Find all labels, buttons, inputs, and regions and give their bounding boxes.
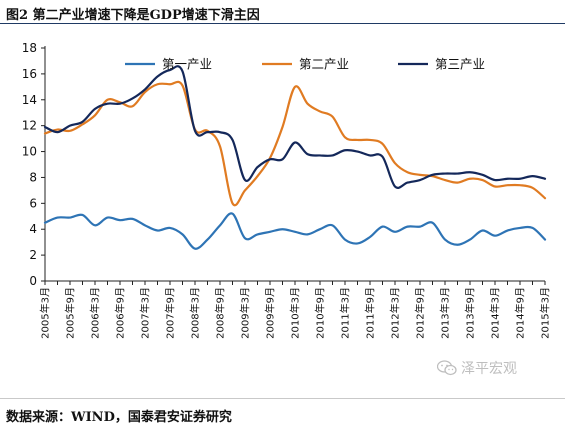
x-tick-label: 2006年9月 xyxy=(114,287,127,339)
x-tick-label: 2011年3月 xyxy=(339,287,352,339)
x-tick-label: 2010年9月 xyxy=(314,287,327,339)
source-divider xyxy=(0,398,565,399)
x-tick-label: 2009年9月 xyxy=(264,287,277,339)
chart-axes xyxy=(44,46,545,282)
x-tick-label: 2007年9月 xyxy=(164,287,177,339)
legend-label-2: 第二产业 xyxy=(299,57,349,72)
x-tick-label: 2009年3月 xyxy=(239,287,252,339)
x-tick-label: 2013年3月 xyxy=(439,287,452,339)
x-tick-label: 2008年9月 xyxy=(214,287,227,339)
y-axis-ticks: 0 2 4 6 8 10 12 14 16 18 xyxy=(22,41,45,288)
y-tick-label: 4 xyxy=(29,222,37,236)
figure-title: 图2 第二产业增速下降是GDP增速下滑主因 xyxy=(6,8,260,23)
watermark-text: 泽平宏观 xyxy=(461,361,517,377)
x-tick-label: 2014年3月 xyxy=(489,287,502,339)
series-line-3 xyxy=(43,65,547,189)
y-tick-label: 14 xyxy=(22,93,37,107)
x-tick-label: 2005年9月 xyxy=(64,287,77,339)
title-underline xyxy=(0,23,565,24)
legend-label-1: 第一产业 xyxy=(162,57,212,72)
x-tick-label: 2012年9月 xyxy=(414,287,427,339)
x-tick-label: 2010年3月 xyxy=(289,287,302,339)
y-tick-label: 0 xyxy=(29,274,37,288)
legend-label-3: 第三产业 xyxy=(435,57,485,72)
series-line-2 xyxy=(43,80,547,207)
y-tick-label: 6 xyxy=(29,196,37,210)
x-tick-label: 2012年3月 xyxy=(389,287,402,339)
data-source-note: 数据来源：WIND，国泰君安证券研究 xyxy=(6,410,232,425)
y-tick-label: 2 xyxy=(29,248,37,262)
x-tick-label: 2006年3月 xyxy=(89,287,102,339)
chart-legend: 第一产业 第二产业 第三产业 xyxy=(125,57,485,72)
x-tick-label: 2008年3月 xyxy=(189,287,202,339)
y-tick-label: 10 xyxy=(22,145,37,159)
x-tick-label: 2014年9月 xyxy=(514,287,527,339)
watermark: 泽平宏观 xyxy=(437,358,517,378)
x-tick-label: 2005年3月 xyxy=(39,287,52,339)
wechat-icon xyxy=(437,360,457,376)
x-axis-ticks: 2005年3月 2005年9月 2006年3月 2006年9月 2007年3月 2007年… xyxy=(39,281,552,339)
x-tick-label: 2013年9月 xyxy=(464,287,477,339)
y-tick-label: 18 xyxy=(22,41,37,55)
series-line-1 xyxy=(43,212,547,250)
chart-series xyxy=(43,65,547,250)
x-tick-label: 2007年3月 xyxy=(139,287,152,339)
x-tick-label: 2011年9月 xyxy=(364,287,377,339)
y-tick-label: 12 xyxy=(22,119,37,133)
y-tick-label: 8 xyxy=(29,170,37,184)
x-tick-label: 2015年3月 xyxy=(539,287,552,339)
y-tick-label: 16 xyxy=(22,67,37,81)
